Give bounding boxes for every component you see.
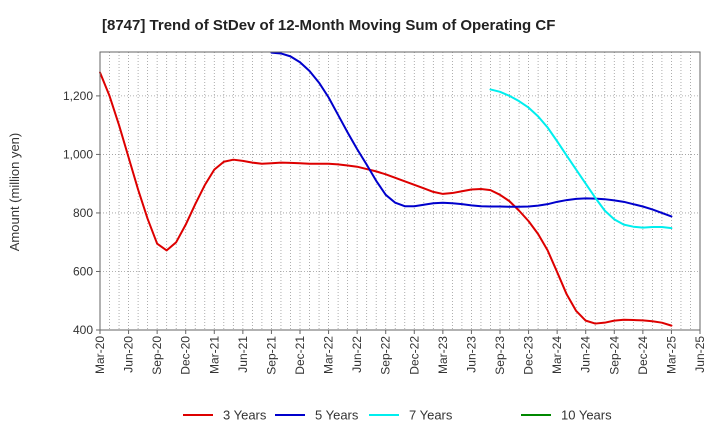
series-group (99, 51, 673, 327)
x-tick-label: Dec-22 (407, 336, 421, 375)
x-tick-label: Sep-23 (493, 336, 507, 375)
x-tick-label: Sep-21 (264, 336, 278, 375)
x-tick-label: Jun-23 (464, 336, 478, 373)
legend-label: 7 Years (409, 408, 453, 423)
x-tick-label: Jun-24 (579, 336, 593, 373)
y-tick-label: 800 (73, 206, 93, 220)
x-tick-label: Mar-24 (550, 336, 564, 374)
x-tick-label: Mar-22 (322, 336, 336, 374)
x-tick-label: Jun-25 (693, 336, 707, 373)
x-tick-label: Dec-20 (179, 336, 193, 375)
x-tick-label: Mar-25 (664, 336, 678, 374)
x-tick-label: Sep-22 (379, 336, 393, 375)
series-line-3-years (99, 71, 673, 327)
x-tick-label: Dec-23 (522, 336, 536, 375)
x-tick-label: Jun-22 (350, 336, 364, 373)
series-line-5-years (270, 51, 673, 218)
y-tick-label: 600 (73, 264, 93, 278)
x-tick-label: Sep-24 (607, 336, 621, 375)
x-tick-label: Dec-21 (293, 336, 307, 375)
y-axis-label: Amount (million yen) (7, 133, 22, 252)
legend-label: 5 Years (315, 408, 359, 423)
chart-title: [8747] Trend of StDev of 12-Month Moving… (102, 17, 555, 34)
series-line-7-years (489, 88, 673, 230)
plot-frame (99, 51, 701, 331)
legend-label: 10 Years (561, 408, 612, 423)
axes: 400 600 800 1,000 1,200 Mar-20 Jun-20 Sep-20 Dec… (63, 51, 707, 375)
x-tick-label: Mar-21 (207, 336, 221, 374)
x-tick-label: Mar-20 (93, 336, 107, 374)
y-tick-label: 1,200 (63, 89, 93, 103)
legend: 3 Years 5 Years 7 Years 10 Years (183, 408, 612, 423)
grid-lines (99, 52, 701, 331)
x-tick-label: Sep-20 (150, 336, 164, 375)
x-tick-label: Mar-23 (436, 336, 450, 374)
y-tick-label: 400 (73, 323, 93, 337)
plot-area (100, 52, 700, 330)
y-tick-label: 1,000 (63, 147, 93, 161)
x-tick-label: Dec-24 (636, 336, 650, 375)
x-tick-label: Jun-20 (122, 336, 136, 373)
plot-background (100, 52, 700, 330)
legend-label: 3 Years (223, 408, 267, 423)
x-tick-label: Jun-21 (236, 336, 250, 373)
